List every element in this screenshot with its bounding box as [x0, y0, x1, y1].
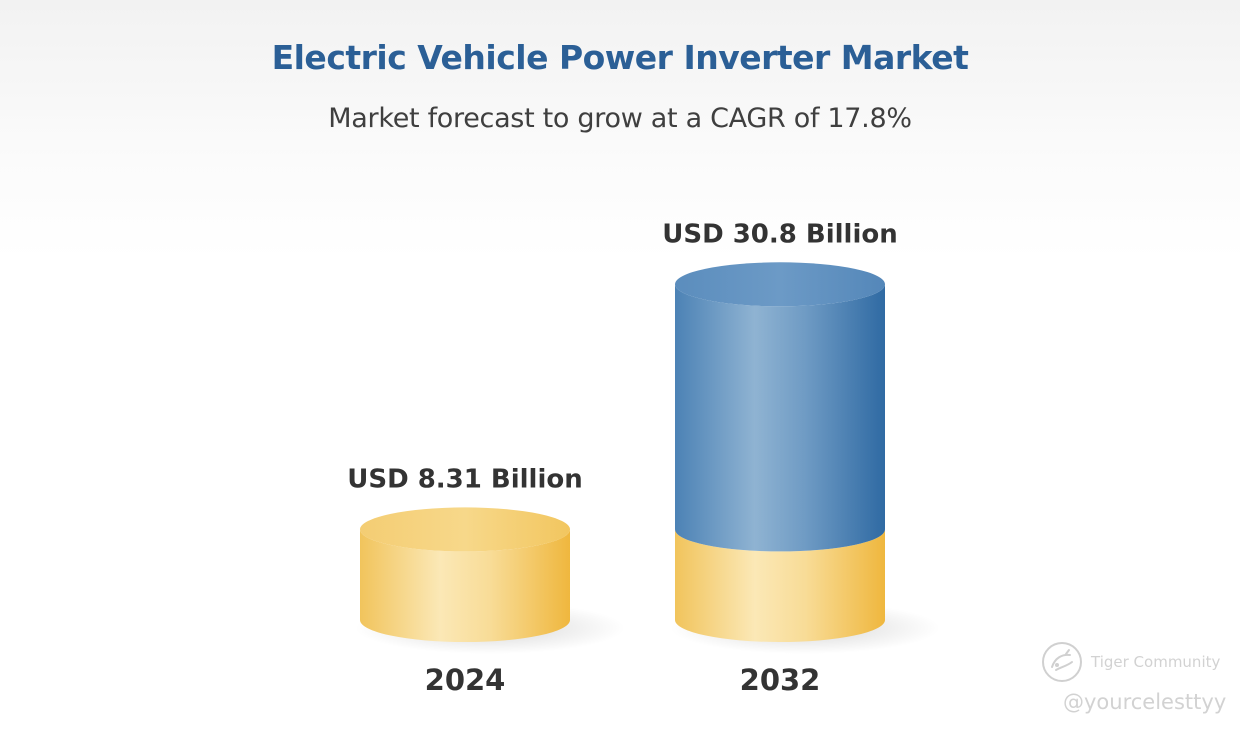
- watermark-brand: Tiger Community: [1091, 653, 1221, 671]
- chart-subtitle: Market forecast to grow at a CAGR of 17.…: [328, 103, 912, 134]
- data-label-2032: USD 30.8 Billion: [662, 219, 898, 249]
- category-label-2032: 2032: [740, 663, 821, 697]
- bar-top-2024: [360, 507, 570, 552]
- chart-title: Electric Vehicle Power Inverter Market: [271, 38, 969, 77]
- data-label-2024: USD 8.31 Billion: [347, 464, 583, 494]
- watermark-handle: @yourcelesttyy: [1063, 690, 1227, 714]
- bar-base-segment-2032: [675, 529, 885, 642]
- tiger-community-logo-icon: [1042, 642, 1082, 682]
- bar-2024: [360, 529, 570, 642]
- category-label-2024: 2024: [425, 663, 506, 697]
- bar-2032: [675, 284, 885, 552]
- bar-top-2032: [675, 262, 885, 307]
